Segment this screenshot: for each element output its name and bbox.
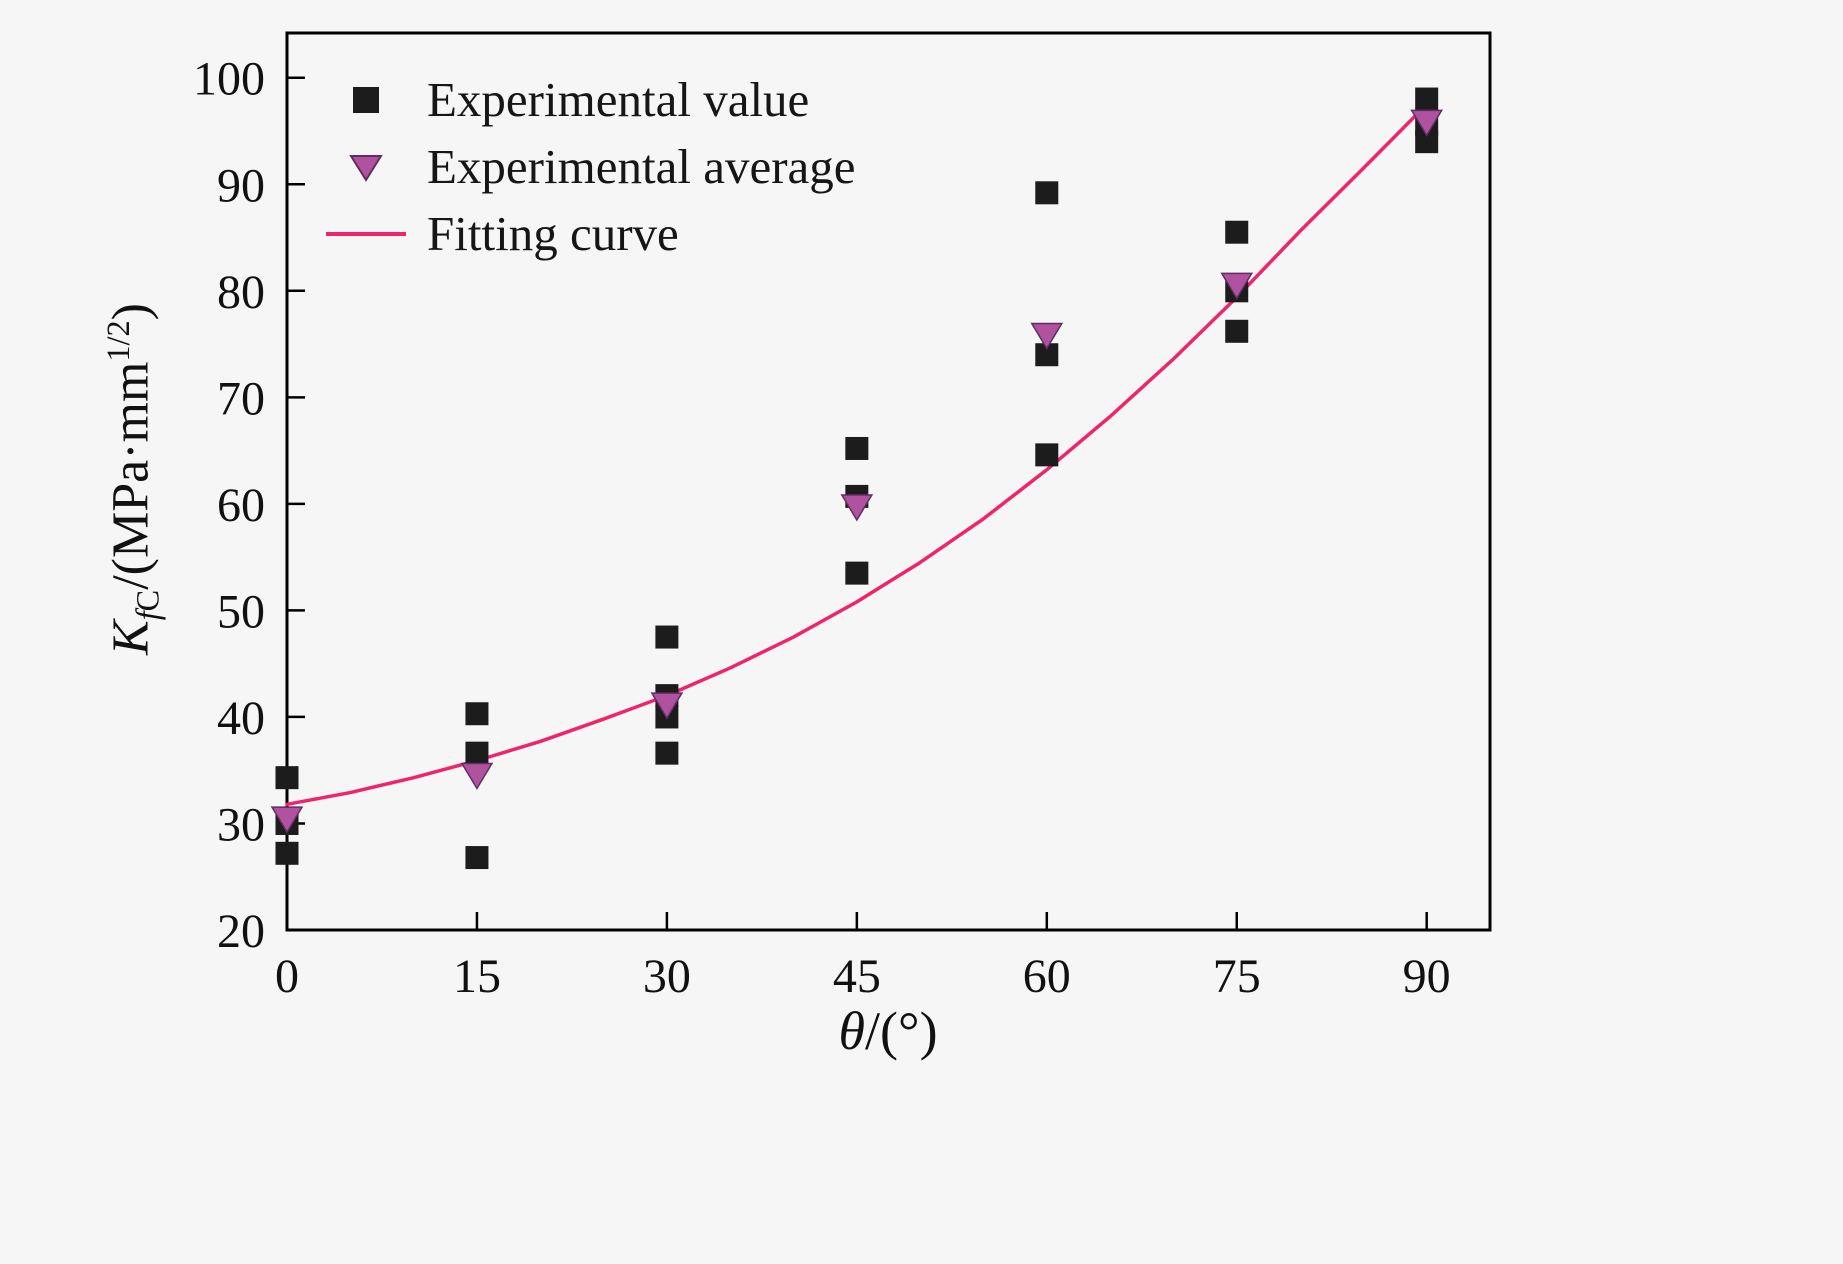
x-tick-label: 45 [833, 950, 881, 1003]
y-axis-label-superscript: 1/2 [100, 320, 136, 362]
plot-border [285, 31, 1492, 932]
x-tick-label: 60 [1023, 950, 1071, 1003]
x-tick-label: 75 [1213, 950, 1261, 1003]
legend-label-fitting-curve: Fitting curve [427, 206, 679, 261]
y-tick-label: 20 [217, 905, 265, 958]
data-point-square [1035, 443, 1059, 467]
y-axis-label-units: /(MPa·mm [102, 361, 160, 590]
x-tick-label: 90 [1403, 950, 1451, 1003]
legend: Experimental value Experimental average … [323, 66, 856, 267]
square-marker-icon [323, 85, 409, 115]
x-axis-label-symbol: θ [838, 1001, 865, 1061]
data-point-square [655, 741, 679, 765]
legend-triangle [349, 154, 383, 182]
y-axis-label-subscript: fC [129, 589, 166, 621]
data-point-triangle [1030, 322, 1064, 350]
x-tick-label: 15 [453, 950, 501, 1003]
legend-item-experimental-value: Experimental value [323, 66, 856, 133]
y-axis-label: KfC/(MPa·mm1/2) [100, 303, 166, 655]
y-tick-label: 30 [217, 798, 265, 851]
triangle-marker-icon [323, 150, 409, 184]
data-point-triangle [1220, 272, 1254, 300]
x-axis-label-units: /(°) [864, 1001, 938, 1061]
data-point-square [1415, 130, 1439, 154]
y-tick-label: 100 [193, 53, 265, 106]
data-point-square [655, 625, 679, 649]
legend-square [353, 86, 379, 113]
data-point-triangle [460, 762, 494, 790]
y-tick-label: 60 [217, 479, 265, 532]
data-point-triangle [1410, 109, 1444, 137]
y-axis-label-symbol: K [102, 620, 160, 655]
data-point-square [1035, 181, 1059, 205]
data-point-square [1225, 319, 1249, 343]
legend-label-experimental-value: Experimental value [427, 72, 810, 127]
line-marker-icon [323, 230, 409, 238]
y-tick-label: 70 [217, 372, 265, 425]
data-point-triangle [270, 806, 304, 834]
legend-item-fitting-curve: Fitting curve [323, 200, 856, 267]
data-point-square [275, 841, 299, 865]
legend-label-experimental-average: Experimental average [427, 139, 856, 194]
y-tick-label: 50 [217, 585, 265, 638]
data-point-triangle [840, 494, 874, 522]
x-tick-label: 30 [643, 950, 691, 1003]
data-point-square [1415, 87, 1439, 111]
data-point-square [465, 846, 489, 870]
data-point-triangle [650, 692, 684, 720]
y-tick-label: 40 [217, 692, 265, 745]
data-point-square [465, 702, 489, 726]
y-tick-label: 80 [217, 266, 265, 319]
legend-item-experimental-average: Experimental average [323, 133, 856, 200]
data-point-square [275, 766, 299, 790]
data-point-square [1225, 220, 1249, 244]
data-point-square [845, 436, 869, 460]
data-point-square [465, 741, 489, 765]
data-point-square [845, 561, 869, 585]
y-tick-label: 90 [217, 159, 265, 212]
x-axis-label: θ/(°) [688, 1000, 1088, 1062]
x-tick-label: 0 [275, 950, 299, 1003]
data-point-square [1035, 343, 1059, 367]
